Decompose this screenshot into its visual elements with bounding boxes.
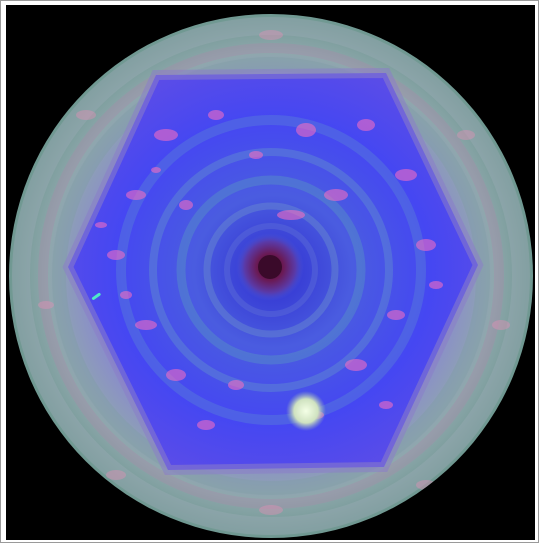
vortex-rings xyxy=(116,115,426,425)
planet-image xyxy=(9,14,533,538)
bright-storm xyxy=(286,391,326,431)
disc-details xyxy=(12,17,530,535)
photo xyxy=(6,5,535,540)
pink-clouds xyxy=(95,110,443,430)
green-streak xyxy=(91,292,101,300)
